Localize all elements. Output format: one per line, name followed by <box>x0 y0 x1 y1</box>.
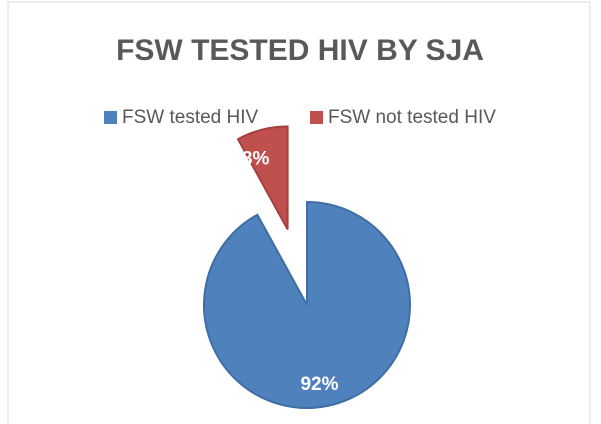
chart-title: FSW TESTED HIV BY SJA <box>116 34 484 67</box>
pie-slice <box>203 200 411 409</box>
pie-slice <box>236 125 289 230</box>
legend-label: FSW tested HIV <box>122 107 259 128</box>
data-label: 8% <box>242 149 270 170</box>
legend-label: FSW not tested HIV <box>328 107 496 128</box>
data-label: 92% <box>300 374 338 395</box>
legend-swatch <box>310 111 323 124</box>
legend-swatch <box>104 111 117 124</box>
